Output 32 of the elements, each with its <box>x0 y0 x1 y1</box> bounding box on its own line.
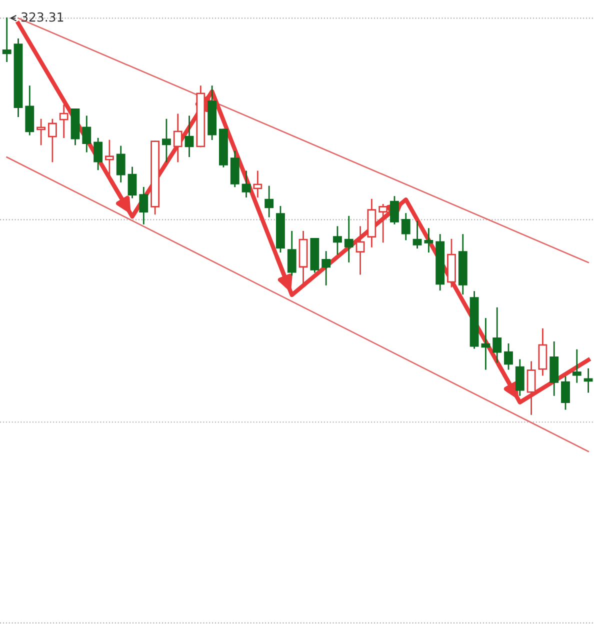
candlestick <box>253 170 262 198</box>
candlestick <box>356 226 365 275</box>
candlestick <box>515 359 524 396</box>
candlestick <box>412 221 422 249</box>
candlestick <box>390 196 399 224</box>
candlestick <box>322 251 331 286</box>
candlestick <box>59 104 68 138</box>
candlestick <box>94 138 103 170</box>
candlestick <box>584 368 593 393</box>
candlestick <box>481 318 490 370</box>
candlestick <box>162 118 171 162</box>
candlestick <box>344 216 354 262</box>
candlestick <box>173 114 182 162</box>
candlestick <box>424 228 434 253</box>
candlestick <box>36 118 46 146</box>
candlestick <box>48 118 57 162</box>
candlestick <box>104 140 114 176</box>
candlestick <box>333 226 342 254</box>
candlestick <box>401 213 410 240</box>
candlestick <box>139 186 148 224</box>
candlestick <box>128 166 137 198</box>
candlestick <box>116 146 126 182</box>
candlestick <box>572 349 582 383</box>
candlestick <box>492 307 502 363</box>
candlestick <box>287 230 296 276</box>
annotation: 323.31 <box>21 12 64 22</box>
candlestick <box>184 116 194 158</box>
candlestick <box>82 116 92 152</box>
candlestick <box>242 170 251 198</box>
candlestick <box>561 376 570 410</box>
candlestick <box>504 343 513 370</box>
candlestick <box>264 186 274 218</box>
